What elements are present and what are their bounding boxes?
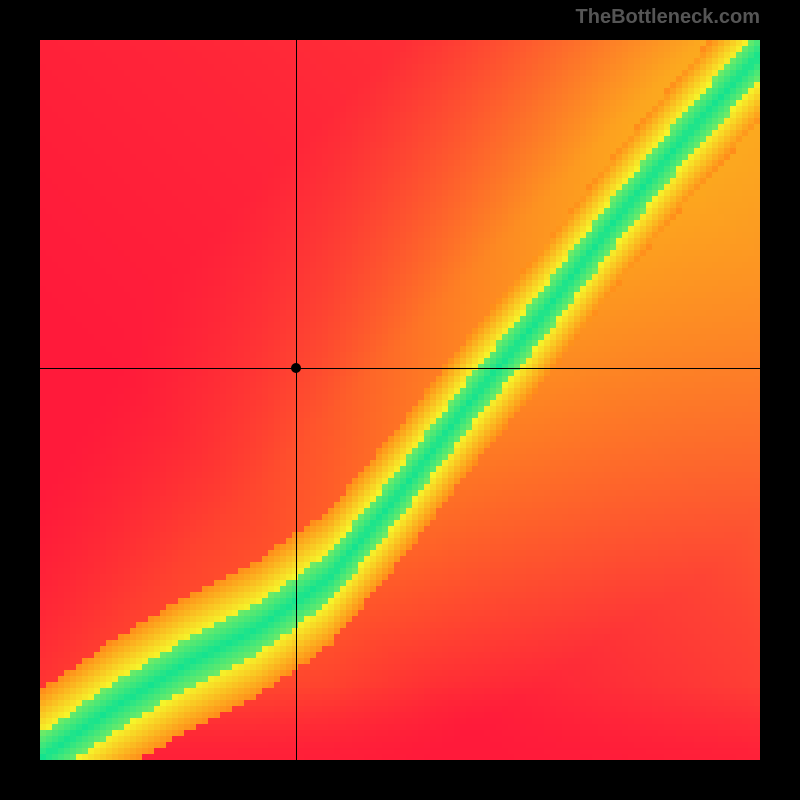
crosshair-vertical — [296, 40, 297, 760]
chart-container: TheBottleneck.com — [0, 0, 800, 800]
crosshair-marker — [291, 363, 301, 373]
watermark-text: TheBottleneck.com — [576, 6, 760, 29]
crosshair-horizontal — [40, 368, 760, 369]
heatmap-canvas — [40, 40, 760, 760]
heatmap-plot — [40, 40, 760, 760]
